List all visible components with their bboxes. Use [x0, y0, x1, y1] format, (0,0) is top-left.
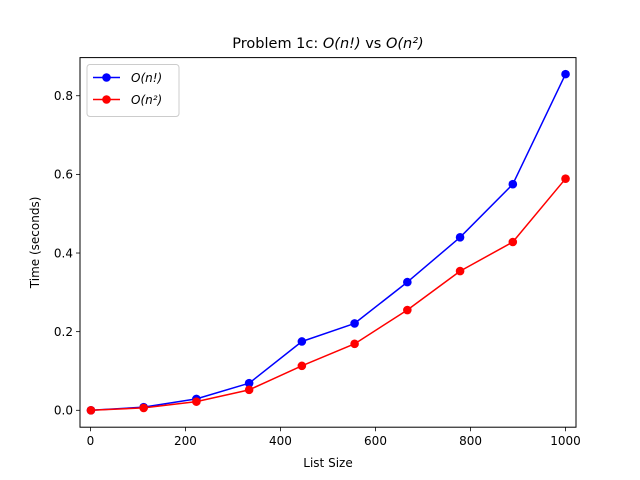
x-tick-label: 200: [174, 434, 197, 448]
plot-area: [86, 69, 570, 415]
data-point-1: [403, 305, 412, 315]
data-point-1: [508, 237, 518, 247]
x-tick-label: 1000: [550, 434, 581, 448]
data-point-0: [350, 319, 359, 328]
plot-frame: [79, 57, 577, 428]
data-point-1: [139, 403, 148, 413]
legend-label: O(n²): [131, 93, 162, 107]
y-axis-label: Time (seconds): [28, 197, 42, 290]
x-tick-label: 800: [459, 434, 482, 448]
y-tick-label: 0.2: [54, 325, 73, 339]
legend-marker: [102, 95, 111, 104]
x-axis-label: List Size: [303, 456, 352, 470]
data-point-1: [86, 405, 96, 415]
data-point-1: [350, 339, 359, 349]
series-line-1: [90, 178, 567, 412]
data-point-0: [508, 179, 518, 189]
y-tick-label: 0.4: [54, 246, 73, 260]
data-point-0: [561, 69, 570, 79]
x-tick-label: 600: [364, 434, 387, 448]
y-tick-label: 0.8: [54, 89, 73, 103]
y-axis: 0.0 0.2 0.4 0.6 0.8: [54, 89, 80, 418]
data-point-1: [297, 361, 307, 371]
legend-marker: [102, 73, 111, 82]
legend-label: O(n!): [131, 71, 162, 85]
x-axis: 0 200 400 600 800 1000: [87, 427, 581, 448]
x-tick-label: 400: [269, 434, 292, 448]
y-tick-label: 0.0: [54, 404, 73, 418]
x-tick-label: 0: [87, 434, 95, 448]
data-point-1: [561, 174, 570, 184]
data-point-0: [455, 232, 465, 242]
chart-title: Problem 1c: O(n!) vs O(n²): [232, 36, 423, 52]
data-point-0: [403, 277, 412, 287]
series-line-0: [90, 73, 567, 412]
data-point-1: [192, 397, 201, 406]
legend: O(n!) O(n²): [86, 64, 180, 117]
data-point-0: [297, 337, 307, 346]
data-point-1: [455, 266, 465, 276]
data-point-0: [244, 378, 254, 388]
y-tick-label: 0.6: [54, 168, 73, 182]
data-point-1: [244, 385, 254, 395]
